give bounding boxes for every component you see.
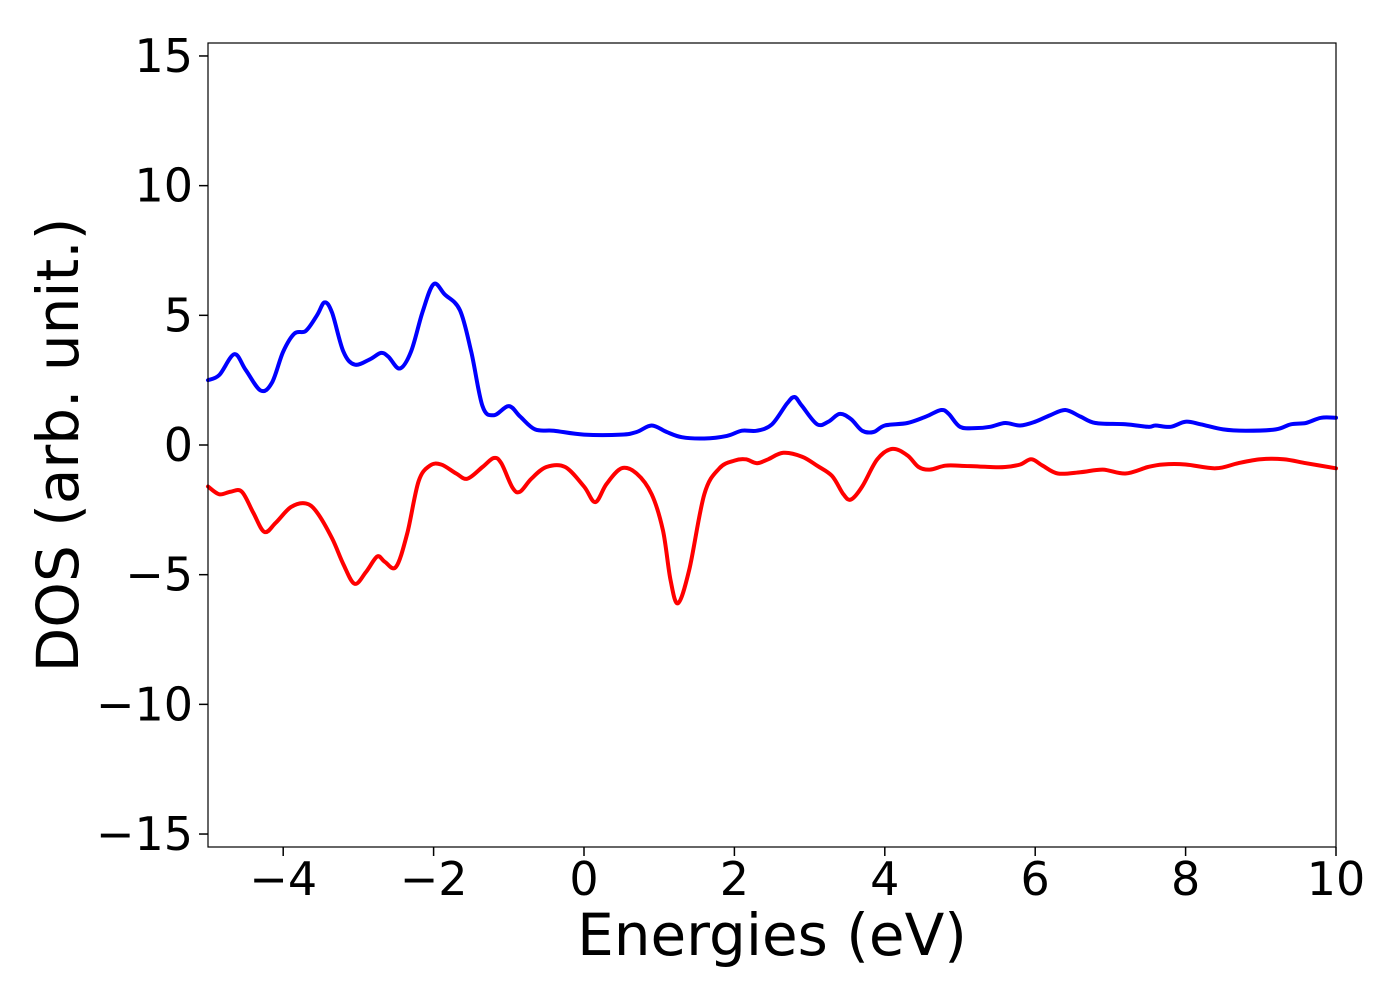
x-axis-ticks: −4 −2 0 2 4 6 8 10	[249, 847, 1365, 906]
x-tick-label: −2	[400, 852, 468, 906]
x-tick-label: 2	[720, 852, 749, 906]
y-axis-label: DOS (arb. unit.)	[24, 218, 92, 673]
series-layer	[206, 281, 1338, 606]
series-line-1	[206, 281, 1338, 441]
y-tick-label: −10	[96, 677, 193, 731]
x-tick-label: 6	[1021, 852, 1050, 906]
x-tick-label: 8	[1171, 852, 1200, 906]
x-tick-label: 10	[1307, 852, 1366, 906]
x-tick-label: 4	[870, 852, 899, 906]
y-tick-label: 5	[164, 288, 193, 342]
x-axis-label: Energies (eV)	[577, 901, 967, 969]
y-tick-label: −5	[125, 548, 193, 602]
y-tick-label: −15	[96, 807, 193, 861]
x-tick-label: 0	[569, 852, 598, 906]
y-axis-ticks: −15 −10 −5 0 5 10 15	[96, 29, 208, 861]
x-tick-label: −4	[249, 852, 317, 906]
series-line-2	[206, 446, 1338, 606]
y-tick-label: 15	[134, 29, 193, 83]
y-tick-label: 0	[164, 418, 193, 472]
y-tick-label: 10	[134, 159, 193, 213]
